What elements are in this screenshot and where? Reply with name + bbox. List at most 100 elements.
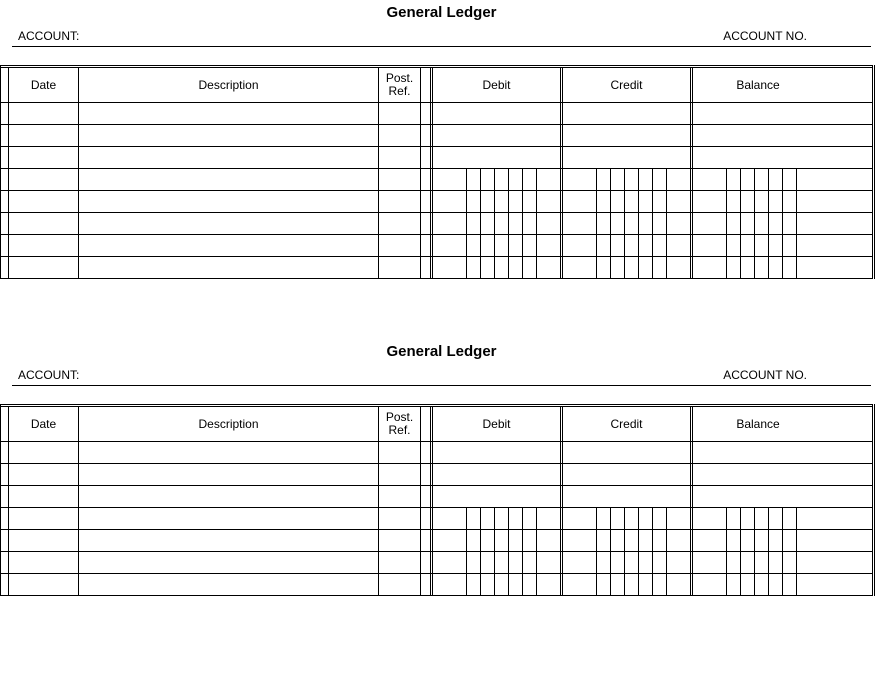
cell-date[interactable] (9, 464, 79, 485)
cell-debit[interactable] (433, 147, 563, 168)
cell-tick[interactable] (1, 191, 9, 212)
cell-credit[interactable] (563, 257, 693, 278)
cell-debit[interactable] (433, 191, 563, 212)
cell-debit[interactable] (433, 235, 563, 256)
cell-description[interactable] (79, 147, 379, 168)
cell-credit[interactable] (563, 125, 693, 146)
cell-description[interactable] (79, 574, 379, 595)
cell-credit[interactable] (563, 508, 693, 529)
cell-date[interactable] (9, 552, 79, 573)
cell-debit[interactable] (433, 530, 563, 551)
cell-balance[interactable] (693, 125, 823, 146)
cell-credit[interactable] (563, 147, 693, 168)
cell-tick[interactable] (1, 530, 9, 551)
cell-date[interactable] (9, 530, 79, 551)
cell-balance[interactable] (693, 486, 823, 507)
cell-date[interactable] (9, 213, 79, 234)
cell-tick[interactable] (1, 235, 9, 256)
cell-description[interactable] (79, 125, 379, 146)
cell-post-ref[interactable] (379, 103, 421, 124)
cell-date[interactable] (9, 574, 79, 595)
cell-tick[interactable] (1, 103, 9, 124)
cell-tick[interactable] (1, 552, 9, 573)
cell-tick[interactable] (1, 257, 9, 278)
cell-debit[interactable] (433, 103, 563, 124)
cell-credit[interactable] (563, 464, 693, 485)
cell-balance[interactable] (693, 530, 823, 551)
cell-description[interactable] (79, 235, 379, 256)
cell-description[interactable] (79, 257, 379, 278)
cell-debit[interactable] (433, 213, 563, 234)
cell-credit[interactable] (563, 530, 693, 551)
cell-tick[interactable] (1, 486, 9, 507)
cell-debit[interactable] (433, 169, 563, 190)
cell-date[interactable] (9, 191, 79, 212)
cell-credit[interactable] (563, 552, 693, 573)
cell-tick[interactable] (1, 574, 9, 595)
cell-credit[interactable] (563, 191, 693, 212)
cell-date[interactable] (9, 486, 79, 507)
cell-description[interactable] (79, 486, 379, 507)
cell-post-ref[interactable] (379, 169, 421, 190)
cell-balance[interactable] (693, 552, 823, 573)
cell-post-ref[interactable] (379, 235, 421, 256)
cell-debit[interactable] (433, 508, 563, 529)
cell-credit[interactable] (563, 486, 693, 507)
cell-balance[interactable] (693, 442, 823, 463)
cell-debit[interactable] (433, 486, 563, 507)
cell-balance[interactable] (693, 464, 823, 485)
cell-description[interactable] (79, 530, 379, 551)
cell-debit[interactable] (433, 464, 563, 485)
cell-post-ref[interactable] (379, 552, 421, 573)
cell-debit[interactable] (433, 125, 563, 146)
cell-post-ref[interactable] (379, 213, 421, 234)
cell-tick[interactable] (1, 213, 9, 234)
cell-credit[interactable] (563, 169, 693, 190)
cell-balance[interactable] (693, 103, 823, 124)
cell-description[interactable] (79, 552, 379, 573)
cell-description[interactable] (79, 191, 379, 212)
cell-balance[interactable] (693, 191, 823, 212)
cell-post-ref[interactable] (379, 574, 421, 595)
cell-description[interactable] (79, 442, 379, 463)
cell-credit[interactable] (563, 103, 693, 124)
cell-date[interactable] (9, 169, 79, 190)
cell-date[interactable] (9, 235, 79, 256)
cell-date[interactable] (9, 125, 79, 146)
cell-tick[interactable] (1, 125, 9, 146)
cell-credit[interactable] (563, 235, 693, 256)
cell-description[interactable] (79, 508, 379, 529)
cell-tick[interactable] (1, 147, 9, 168)
cell-balance[interactable] (693, 257, 823, 278)
cell-post-ref[interactable] (379, 442, 421, 463)
cell-date[interactable] (9, 103, 79, 124)
cell-description[interactable] (79, 103, 379, 124)
cell-post-ref[interactable] (379, 486, 421, 507)
cell-credit[interactable] (563, 574, 693, 595)
cell-balance[interactable] (693, 169, 823, 190)
cell-post-ref[interactable] (379, 530, 421, 551)
cell-post-ref[interactable] (379, 191, 421, 212)
cell-debit[interactable] (433, 442, 563, 463)
cell-post-ref[interactable] (379, 147, 421, 168)
cell-balance[interactable] (693, 574, 823, 595)
cell-post-ref[interactable] (379, 508, 421, 529)
cell-tick[interactable] (1, 508, 9, 529)
cell-description[interactable] (79, 213, 379, 234)
cell-balance[interactable] (693, 147, 823, 168)
cell-tick[interactable] (1, 442, 9, 463)
cell-credit[interactable] (563, 442, 693, 463)
cell-balance[interactable] (693, 213, 823, 234)
cell-date[interactable] (9, 508, 79, 529)
cell-balance[interactable] (693, 235, 823, 256)
cell-date[interactable] (9, 257, 79, 278)
cell-credit[interactable] (563, 213, 693, 234)
cell-tick[interactable] (1, 169, 9, 190)
cell-tick[interactable] (1, 464, 9, 485)
cell-post-ref[interactable] (379, 125, 421, 146)
cell-description[interactable] (79, 169, 379, 190)
cell-date[interactable] (9, 147, 79, 168)
cell-debit[interactable] (433, 257, 563, 278)
cell-post-ref[interactable] (379, 464, 421, 485)
cell-balance[interactable] (693, 508, 823, 529)
